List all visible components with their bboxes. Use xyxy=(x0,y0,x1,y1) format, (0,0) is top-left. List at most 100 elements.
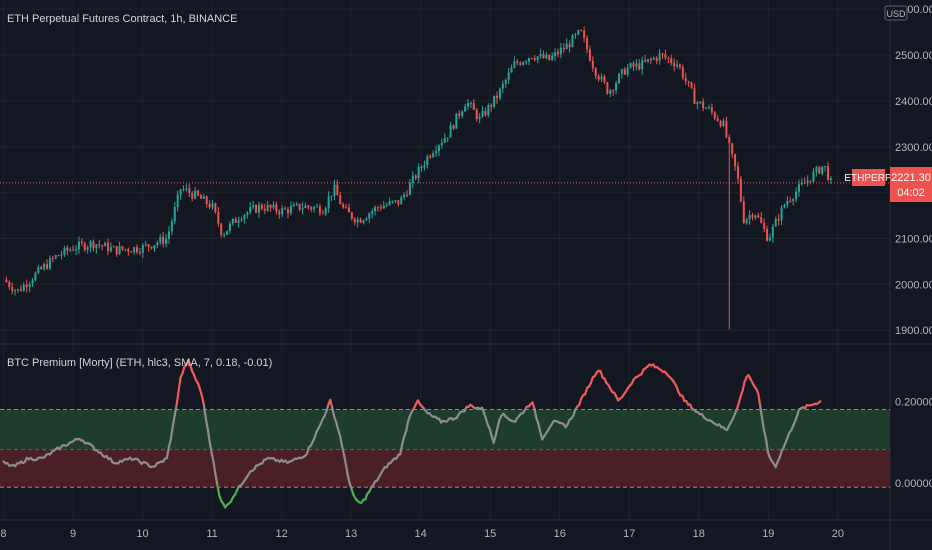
x-tick-label: 10 xyxy=(136,528,148,540)
candle-body xyxy=(205,196,208,204)
candle-body xyxy=(437,145,440,152)
candle-body xyxy=(516,61,519,64)
candle-body xyxy=(757,215,760,218)
x-tick-label: 13 xyxy=(345,528,357,540)
candle-body xyxy=(115,246,118,255)
candle-body xyxy=(394,200,397,202)
candle-body xyxy=(214,203,217,212)
candle-body xyxy=(736,166,739,179)
candle-body xyxy=(342,204,345,208)
candle-body xyxy=(379,207,382,209)
oscillator-segment xyxy=(214,473,219,487)
currency-button[interactable]: USD xyxy=(884,5,908,21)
candle-body xyxy=(231,218,234,224)
candle-body xyxy=(824,166,827,168)
candle-body xyxy=(745,219,748,223)
candle-body xyxy=(597,75,600,80)
candle-body xyxy=(461,111,464,116)
candle-body xyxy=(487,104,490,116)
candle-body xyxy=(5,279,8,283)
price-tick-label: 2000.00 xyxy=(895,279,932,291)
oscillator-segment xyxy=(167,438,172,449)
x-tick-label: 14 xyxy=(415,528,427,540)
candle-body xyxy=(83,243,86,250)
candle-body xyxy=(638,63,641,70)
candle-body xyxy=(156,242,159,246)
oscillator-segment xyxy=(757,392,762,407)
last-price-value: 2221.30 xyxy=(891,172,931,184)
candle-body xyxy=(136,247,139,253)
oscillator-segment xyxy=(305,446,310,456)
candle-body xyxy=(217,211,220,224)
candle-body xyxy=(133,247,136,253)
candle-body xyxy=(664,54,667,58)
candle-body xyxy=(31,280,34,284)
candle-body xyxy=(298,203,301,210)
price-candles xyxy=(5,26,832,330)
oscillator-segment xyxy=(338,434,344,447)
candle-body xyxy=(551,55,554,60)
candle-body xyxy=(443,137,446,143)
candle-body xyxy=(318,206,321,214)
x-tick-label: 16 xyxy=(554,528,566,540)
candle-body xyxy=(243,215,246,220)
candle-body xyxy=(60,254,63,256)
candle-body xyxy=(435,151,438,154)
candle-body xyxy=(705,108,708,110)
candle-body xyxy=(626,67,629,75)
candle-body xyxy=(545,54,548,59)
candle-body xyxy=(11,287,14,292)
candle-body xyxy=(371,211,374,214)
candle-body xyxy=(208,203,211,208)
candle-body xyxy=(362,220,365,223)
candle-body xyxy=(655,57,658,61)
candle-body xyxy=(617,74,620,84)
candle-body xyxy=(63,247,66,255)
candle-body xyxy=(226,230,229,235)
candle-body xyxy=(751,215,754,218)
candle-body xyxy=(821,166,824,174)
candle-body xyxy=(513,61,516,68)
x-tick-label: 12 xyxy=(275,528,287,540)
candle-body xyxy=(641,60,644,70)
candle-body xyxy=(307,205,310,208)
candle-body xyxy=(8,282,11,288)
candle-body xyxy=(591,60,594,69)
candle-body xyxy=(693,88,696,104)
candle-body xyxy=(310,207,313,210)
candle-body xyxy=(408,183,411,195)
oscillator-segment xyxy=(210,451,215,464)
last-price-tag xyxy=(890,167,932,202)
oscillator-segment xyxy=(492,434,497,444)
candle-body xyxy=(829,178,832,181)
candle-body xyxy=(104,242,107,247)
oscillator-segment xyxy=(488,427,493,438)
candle-body xyxy=(167,231,170,239)
candle-body xyxy=(429,156,432,158)
candle-body xyxy=(696,102,699,104)
candle-body xyxy=(22,284,25,291)
candle-body xyxy=(609,90,612,94)
candle-body xyxy=(257,204,260,213)
candle-body xyxy=(539,53,542,57)
candle-body xyxy=(501,83,504,89)
candle-body xyxy=(150,246,153,249)
upper-zone xyxy=(0,409,890,450)
candle-body xyxy=(19,289,22,291)
candle-body xyxy=(382,205,385,209)
candle-body xyxy=(533,58,536,60)
candle-body xyxy=(34,272,37,281)
candle-body xyxy=(14,290,17,292)
candle-body xyxy=(252,205,255,208)
candle-body xyxy=(292,204,295,207)
candle-body xyxy=(464,106,467,112)
candle-body xyxy=(260,204,263,209)
candle-body xyxy=(147,244,150,247)
candle-body xyxy=(69,249,72,251)
candle-body xyxy=(568,43,571,48)
candle-body xyxy=(365,218,368,221)
candle-body xyxy=(620,69,623,75)
symbol-tag xyxy=(852,169,885,186)
oscillator-segment xyxy=(169,425,174,441)
x-tick-label: 18 xyxy=(693,528,705,540)
